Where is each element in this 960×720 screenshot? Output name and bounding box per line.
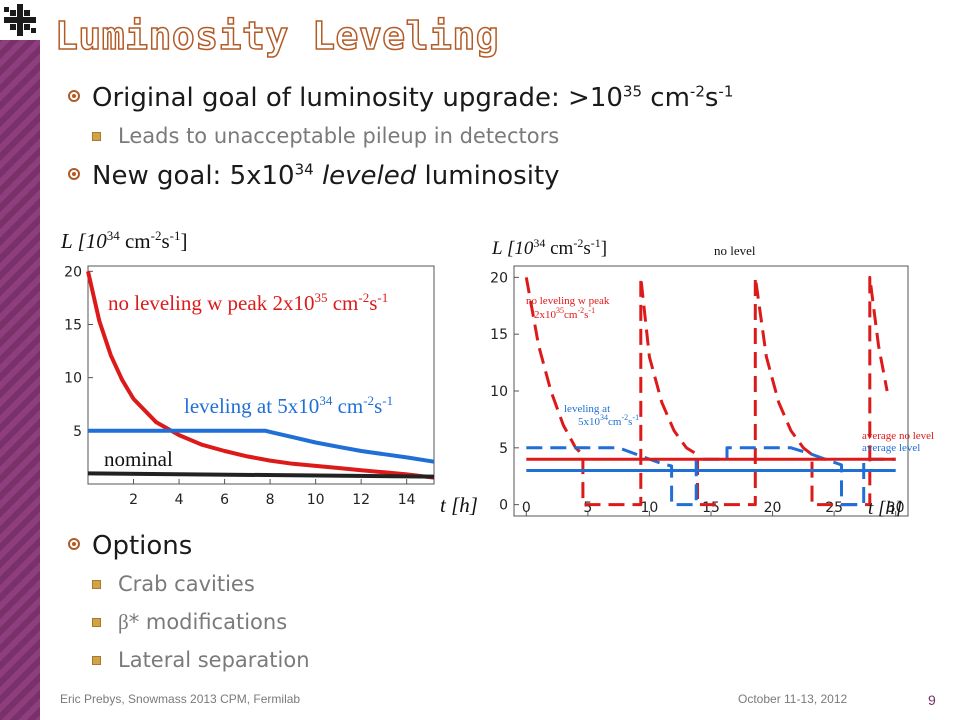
x-tick-label: 10 [641, 500, 659, 516]
y-tick-label: 5 [499, 441, 508, 457]
y-tick-label: 15 [490, 327, 508, 343]
y-tick-label: 0 [499, 498, 508, 514]
x-tick-label: 0 [522, 500, 531, 516]
bullet-superscript: -2 [689, 82, 705, 101]
series-line [526, 446, 896, 507]
bullet-text: New goal: 5x10 [92, 161, 295, 191]
x-tick-label: 12 [352, 492, 370, 508]
sub-bullet-text: Leads to unacceptable pileup in detector… [118, 124, 560, 148]
footer-date: October 11-13, 2012 [738, 692, 848, 706]
bullet-marker-icon [68, 168, 80, 180]
y-axis-label: L [1034 cm-2s-1] [491, 236, 607, 259]
axis-group: 2 4 6 8 10 12 14 5 10 15 20 [64, 264, 416, 508]
chart-no-leveling-vs-leveling: 2 4 6 8 10 12 14 5 10 15 20 L [1034 cm-2s-1] t [h]… [60, 228, 478, 517]
x-tick-label: 20 [764, 500, 782, 516]
y-tick-label: 20 [490, 270, 508, 286]
annotation-nominal: nominal [104, 447, 173, 471]
bullet-superscript: 35 [622, 82, 643, 101]
axis-group: 0 5 10 15 20 25 30 0 5 10 15 20 [490, 270, 905, 516]
bullet-text: s [704, 83, 719, 113]
series-line [86, 270, 435, 480]
bullet-list: Original goal of luminosity upgrade: >10… [68, 80, 938, 198]
x-axis-label: t [h] [868, 498, 902, 518]
annotation-no-leveling: no leveling w peak [526, 295, 610, 307]
y-tick-label: 10 [490, 384, 508, 400]
annotation-average-no-level: average no level [862, 430, 934, 442]
series-line [88, 428, 435, 464]
x-tick-label: 30 [887, 500, 905, 516]
sub-bullet-crab-cavities: Crab cavities [68, 568, 768, 600]
chart-leveling-timeline: 0 5 10 15 20 25 30 0 5 10 15 20 L [1034 cm-2s-1] no… [490, 236, 934, 518]
sub-bullet-text: Lateral separation [118, 648, 310, 672]
bullet-options: Options [68, 528, 768, 564]
plot-frame [87, 265, 435, 485]
beta-symbol: β [118, 610, 129, 634]
x-axis-label: t [h] [440, 493, 478, 517]
x-tick-label: 10 [307, 492, 325, 508]
sub-bullet-marker-icon [92, 656, 101, 665]
series-line [87, 471, 435, 479]
annotation-no-leveling-value: 2x1035cm-2s-1 [534, 306, 595, 321]
sub-bullet-text: * modifications [128, 610, 288, 634]
x-tick-label: 2 [129, 492, 138, 508]
y-tick-label: 15 [64, 317, 82, 333]
annotation-leveling-value: 5x1034cm-2s-1 [578, 413, 639, 428]
y-tick-label: 20 [64, 264, 82, 280]
bullet-marker-icon [68, 90, 80, 102]
sub-bullet-marker-icon [92, 618, 101, 627]
sub-bullet-pileup: Leads to unacceptable pileup in detector… [68, 120, 938, 152]
slide-title: Luminosity Leveling [54, 13, 500, 59]
annotation-average-level: average level [862, 442, 920, 454]
sidebar-decoration [0, 0, 40, 720]
options-list: Options Crab cavities β* modifications L… [68, 528, 768, 682]
sub-bullet-beta-star: β* modifications [68, 606, 768, 638]
bullet-superscript: -1 [718, 82, 734, 101]
bullet-marker-icon [68, 538, 80, 550]
sub-bullet-text: Crab cavities [118, 572, 255, 596]
series-line [524, 275, 889, 507]
bullet-text: Original goal of luminosity upgrade: >10 [92, 83, 623, 113]
bullet-text: cm [642, 83, 690, 113]
fermilab-logo-icon [0, 0, 40, 40]
x-tick-label: 8 [266, 492, 275, 508]
bullet-new-goal: New goal: 5x1034 leveled luminosity [68, 158, 938, 194]
y-tick-label: 5 [73, 424, 82, 440]
x-tick-label: 15 [702, 500, 720, 516]
bullet-original-goal: Original goal of luminosity upgrade: >10… [68, 80, 938, 116]
x-tick-label: 14 [398, 492, 416, 508]
x-tick-label: 5 [583, 500, 592, 516]
y-axis-label: L [1034 cm-2s-1] [60, 228, 188, 253]
annotation-leveling: leveling at 5x1034 cm-2s-1 [184, 393, 393, 418]
page-number: 9 [928, 692, 936, 708]
annotation-leveling: leveling at [564, 403, 610, 415]
bullet-text: Options [92, 531, 193, 561]
footer-author: Eric Prebys, Snowmass 2013 CPM, Fermilab [60, 692, 301, 706]
annotation-no-leveling: no leveling w peak 2x1035 cm-2s-1 [108, 290, 388, 315]
sub-bullet-marker-icon [92, 580, 101, 589]
bullet-superscript: 34 [294, 160, 314, 179]
series-group [86, 270, 435, 480]
x-tick-label: 6 [220, 492, 229, 508]
y-tick-label: 10 [64, 371, 82, 387]
x-tick-label: 4 [175, 492, 184, 508]
x-tick-label: 25 [825, 500, 843, 516]
bullet-text: luminosity [416, 161, 560, 191]
sub-bullet-lateral-separation: Lateral separation [68, 644, 768, 676]
top-label: no level [714, 243, 756, 258]
sub-bullet-marker-icon [92, 132, 101, 141]
series-group [524, 275, 896, 507]
bullet-emphasis: leveled [321, 161, 417, 191]
